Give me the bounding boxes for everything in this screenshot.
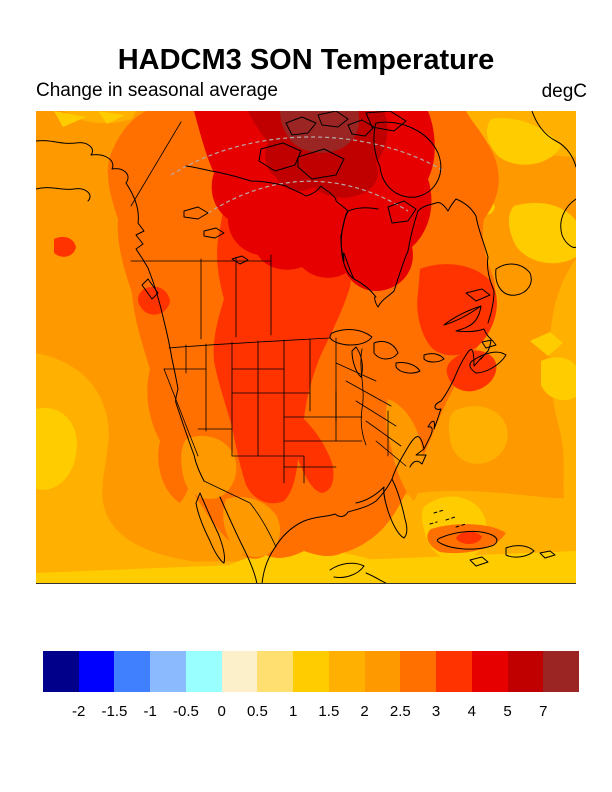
colorbar-cell <box>364 651 401 692</box>
colorbar-swatches <box>43 651 580 692</box>
colorbar-tick-label: -0.5 <box>172 703 199 720</box>
colorbar-cell <box>43 651 79 692</box>
colorbar-cell <box>78 651 115 692</box>
colorbar-tick-label: 0 <box>217 703 226 720</box>
contour-map <box>36 111 576 584</box>
colorbar-tick-label: 1.5 <box>318 703 340 720</box>
colorbar-cell <box>400 651 437 692</box>
graticule <box>170 136 445 214</box>
colorbar-cell <box>543 651 580 692</box>
field-maroon <box>280 111 360 153</box>
colorbar-tick-label: 4 <box>467 703 476 720</box>
units-label: degC <box>541 81 587 102</box>
field-yellow-patches <box>36 111 576 584</box>
colorbar-tick-label: 2.5 <box>389 703 411 720</box>
colorbar-tick-label: 5 <box>503 703 512 720</box>
colorbar-cell <box>221 651 258 692</box>
colorbar-cell <box>150 651 186 692</box>
colorbar-tick-label: 1 <box>288 703 298 720</box>
colorbar-tick-label: -2 <box>72 703 86 720</box>
colorbar-ticks: -2 -1.5 -1 -0.5 0 0.5 1 1.5 2 2.5 3 4 5 7 <box>43 703 579 721</box>
field-orange-cutouts <box>181 399 424 557</box>
colorbar-cell <box>257 651 294 692</box>
colorbar-cell <box>507 651 544 692</box>
page-title: HADCM3 SON Temperature <box>117 44 495 76</box>
colorbar-cell <box>328 651 365 692</box>
contour-field <box>36 111 576 584</box>
colorbar-tick-label: -1.5 <box>101 703 128 720</box>
colorbar-cell <box>293 651 329 692</box>
colorbar-cell <box>114 651 151 692</box>
colorbar-cell <box>185 651 222 692</box>
colorbar-tick-label: -1 <box>143 703 157 720</box>
colorbar-tick-label: 2 <box>360 703 369 720</box>
colorbar-tick-label: 3 <box>431 703 441 720</box>
state-borders <box>130 254 407 484</box>
colorbar-tick-label: 0.5 <box>246 703 268 720</box>
map-svg <box>36 111 576 584</box>
colorbar-cell <box>436 651 472 692</box>
subtitle-row: Change in seasonal average degC <box>36 80 587 102</box>
colorbar-tick-label: 7 <box>539 703 548 720</box>
subtitle-left: Change in seasonal average <box>36 80 278 101</box>
coastlines <box>36 111 576 584</box>
colorbar-cell <box>471 651 508 692</box>
